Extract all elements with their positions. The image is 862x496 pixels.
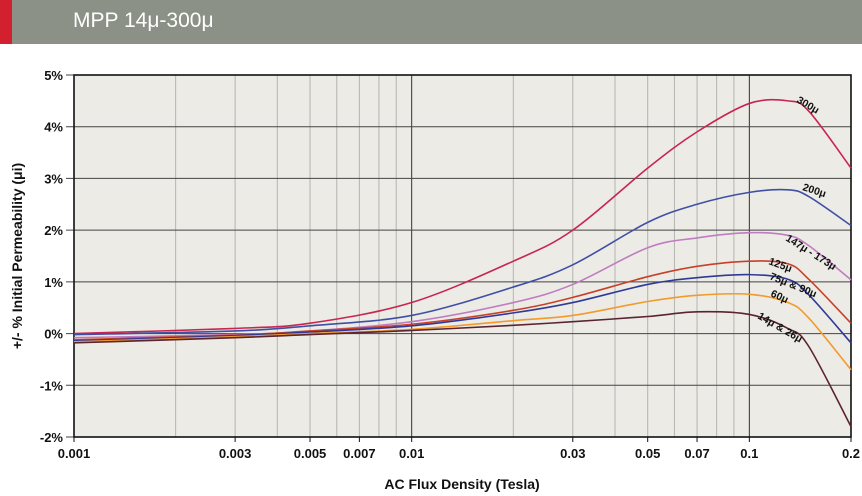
y-tick-label: -2% [40, 430, 64, 445]
x-axis-label: AC Flux Density (Tesla) [384, 476, 539, 492]
x-tick-label: 0.05 [635, 446, 660, 461]
y-tick-label: 3% [44, 171, 63, 186]
tick-labels: 0.001 0.003 0.005 0.007 0.01 0.03 0.05 0.07 0.1 0… [40, 68, 860, 461]
x-tick-label: 0.1 [740, 446, 758, 461]
accent-strip [0, 0, 12, 44]
page-title: MPP 14μ-300μ [73, 9, 214, 32]
x-tick-label: 0.001 [58, 446, 91, 461]
x-tick-label: 0.07 [684, 446, 709, 461]
y-axis-label: +/- % Initial Permeability (μi) [9, 163, 25, 349]
y-tick-label: 5% [44, 68, 63, 83]
y-tick-label: -1% [40, 378, 64, 393]
x-tick-label: 0.01 [399, 446, 424, 461]
series-line [73, 188, 852, 336]
x-tick-label: 0.007 [343, 446, 376, 461]
x-tick-label: 0.005 [294, 446, 327, 461]
y-tick-label: 0% [44, 327, 63, 342]
header-bar: MPP 14μ-300μ [0, 0, 862, 44]
series-line [73, 292, 852, 371]
y-tick-label: 4% [44, 120, 63, 135]
series-line [73, 98, 852, 335]
x-tick-label: 0.003 [219, 446, 252, 461]
x-tick-label: 0.03 [560, 446, 585, 461]
y-tick-label: 2% [44, 223, 63, 238]
y-tick-label: 1% [44, 275, 63, 290]
plot-frame [73, 74, 852, 438]
series-line [73, 273, 852, 344]
series-lines [73, 98, 852, 428]
x-tick-label: 0.2 [842, 446, 860, 461]
plot-area [74, 75, 851, 437]
grid [66, 74, 852, 438]
series-line [73, 310, 852, 428]
